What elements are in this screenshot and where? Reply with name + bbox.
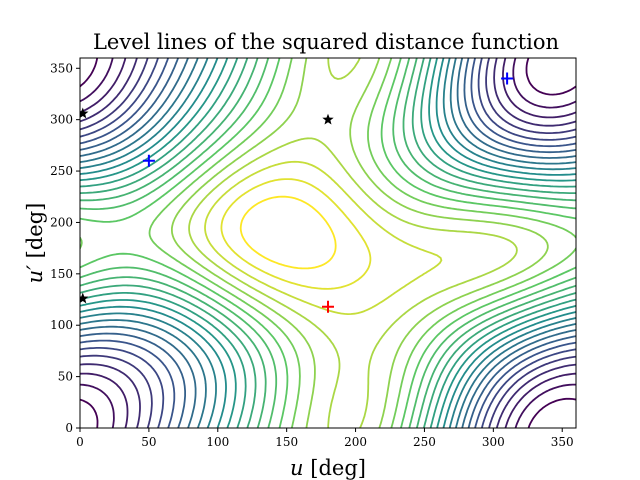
x-tick-label: 250 bbox=[413, 435, 436, 449]
y-tick-label: 250 bbox=[50, 164, 73, 178]
contour-line bbox=[80, 58, 576, 428]
x-tick-label: 100 bbox=[206, 435, 229, 449]
x-tick-label: 0 bbox=[76, 435, 84, 449]
contour-line bbox=[80, 58, 576, 428]
contour-line bbox=[80, 58, 576, 428]
contour-line bbox=[220, 178, 372, 290]
chart-title: Level lines of the squared distance func… bbox=[93, 30, 559, 54]
contour-line bbox=[80, 58, 576, 428]
star-marker bbox=[80, 292, 89, 304]
plus-marker bbox=[501, 72, 514, 85]
y-tick-label: 150 bbox=[50, 267, 73, 281]
plus-marker bbox=[322, 300, 334, 313]
contour-line bbox=[239, 195, 337, 270]
x-tick-label: 300 bbox=[482, 435, 505, 449]
plus-marker bbox=[142, 154, 155, 167]
contour-line bbox=[80, 58, 576, 428]
y-axis-label: u′ [deg] bbox=[23, 203, 47, 284]
contour-line bbox=[80, 58, 576, 428]
x-axis-label: u [deg] bbox=[290, 456, 366, 480]
contour-line bbox=[80, 58, 576, 428]
y-tick-label: 100 bbox=[50, 318, 73, 332]
contour-line bbox=[171, 58, 549, 428]
contour-line bbox=[80, 58, 576, 428]
markers bbox=[80, 72, 514, 313]
y-tick-label: 50 bbox=[58, 370, 73, 384]
star-marker bbox=[322, 113, 334, 125]
x-axis: 0 50 100 150 200 250 300 350 bbox=[76, 428, 574, 449]
star-marker bbox=[80, 107, 89, 119]
contour-line bbox=[80, 58, 576, 428]
contour-line bbox=[80, 58, 576, 428]
x-tick-label: 350 bbox=[551, 435, 574, 449]
contour-line bbox=[80, 58, 576, 428]
plot-frame bbox=[79, 57, 577, 429]
y-tick-label: 200 bbox=[50, 215, 73, 229]
contour-line bbox=[80, 58, 576, 428]
x-tick-label: 50 bbox=[141, 435, 156, 449]
y-tick-label: 0 bbox=[65, 421, 73, 435]
contour-lines bbox=[80, 58, 576, 428]
contour-line bbox=[80, 58, 576, 428]
contour-line bbox=[80, 58, 576, 428]
contour-line bbox=[80, 58, 576, 428]
y-tick-label: 300 bbox=[50, 113, 73, 127]
y-tick-label: 350 bbox=[50, 61, 73, 75]
x-tick-label: 200 bbox=[344, 435, 367, 449]
x-tick-label: 150 bbox=[275, 435, 298, 449]
contour-line bbox=[80, 58, 576, 428]
contour-line bbox=[80, 58, 576, 428]
contour-line bbox=[204, 160, 443, 315]
y-axis: 0 50 100 150 200 250 300 350 bbox=[50, 61, 80, 435]
contour-line bbox=[188, 58, 518, 428]
